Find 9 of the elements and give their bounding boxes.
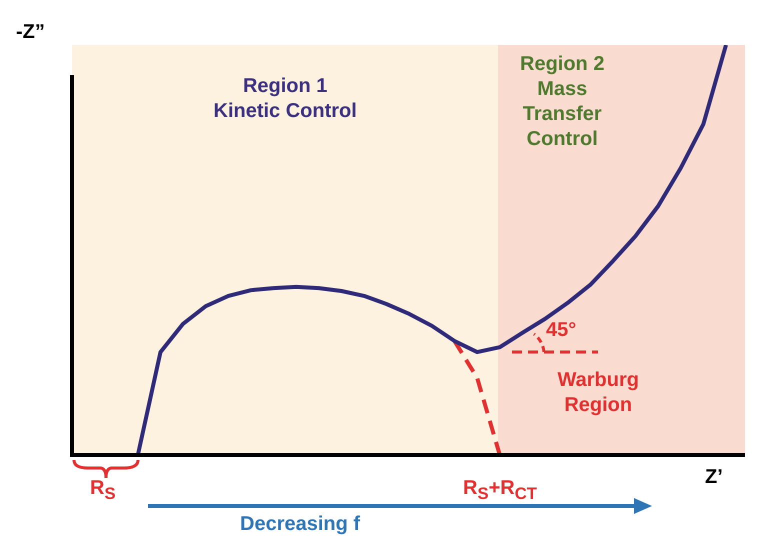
text: Decreasing f — [240, 512, 360, 537]
annotation: Warburg Region — [558, 368, 639, 418]
annotation: Region 2 Mass Transfer Control — [520, 52, 604, 152]
x-axis-title: Z’ — [705, 465, 723, 490]
text: R$_{S}$ — [90, 476, 116, 505]
annotation: Region 1 Kinetic Control — [214, 74, 357, 124]
y-axis-title: -Z” — [16, 20, 45, 45]
text: R$_{S}$+R$_{CT}$ — [463, 476, 537, 505]
annotation: 45° — [546, 318, 576, 343]
